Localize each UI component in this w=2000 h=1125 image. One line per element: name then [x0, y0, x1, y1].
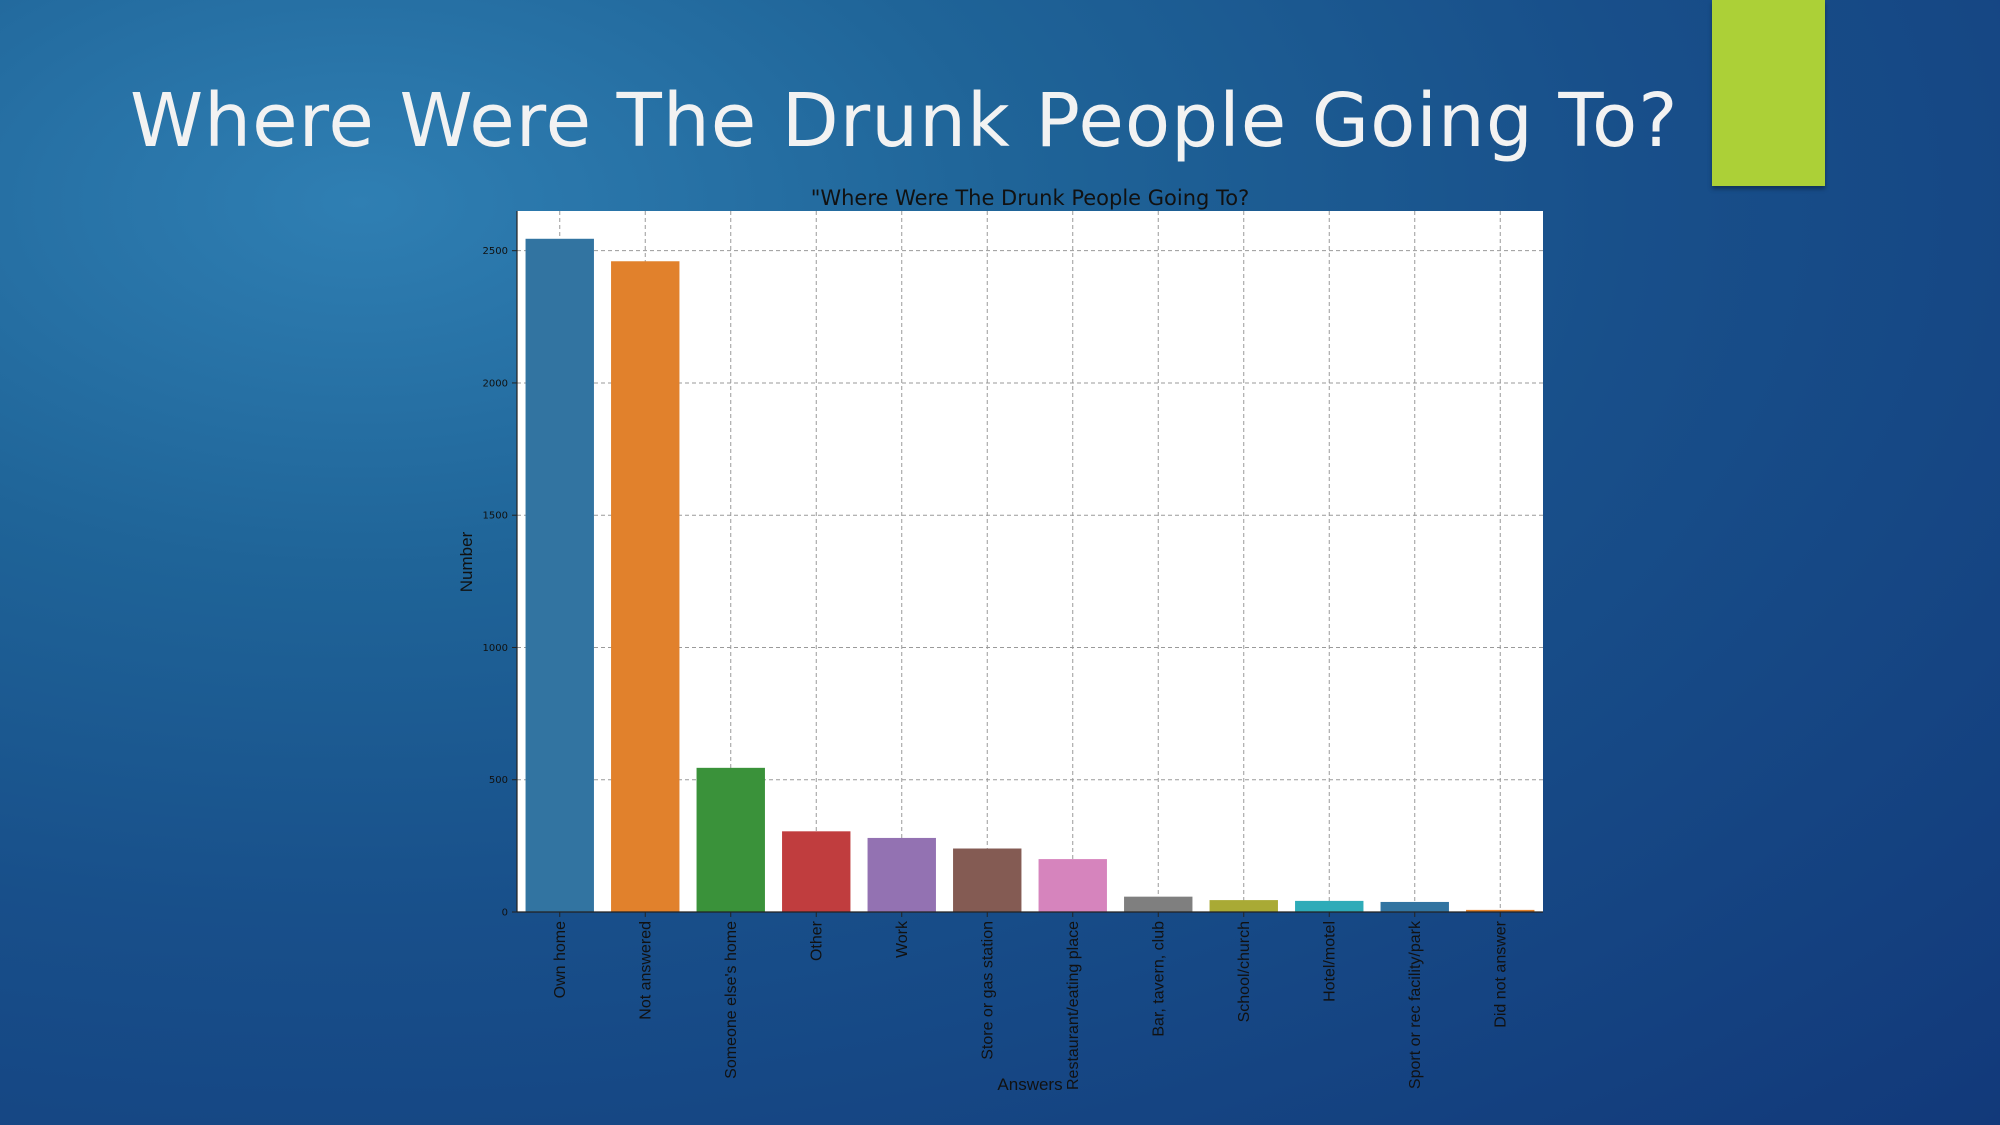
- x-tick-label: Someone else's home: [723, 921, 740, 1079]
- x-tick-label: Store or gas station: [979, 921, 996, 1060]
- bar: [1209, 900, 1278, 912]
- x-tick-label: Other: [808, 920, 825, 961]
- y-tick-label: 500: [489, 775, 508, 786]
- y-tick-labels: 0 500 1000 1500 2000 2500: [483, 246, 508, 918]
- y-axis-label: Number: [457, 531, 476, 592]
- x-tick-labels: Own home Not answered Someone else's home O…: [552, 920, 1510, 1090]
- bar-layer: [525, 238, 1535, 917]
- x-tick-label: Restaurant/eating place: [1065, 921, 1082, 1090]
- x-tick-label: School/church: [1236, 921, 1253, 1022]
- x-tick-label: Hotel/motel: [1321, 921, 1338, 1002]
- x-tick-label: Work: [894, 920, 911, 958]
- y-tick-label: 1000: [483, 643, 508, 654]
- plot-area: [517, 211, 1543, 912]
- bar: [525, 238, 594, 913]
- bar: [1038, 859, 1107, 912]
- bar: [1124, 896, 1193, 912]
- bar: [867, 837, 936, 912]
- bar: [1380, 901, 1449, 912]
- x-tick-label: Not answered: [637, 921, 654, 1020]
- x-tick-label: Did not answer: [1492, 920, 1509, 1027]
- x-tick-label: Bar, tavern, club: [1150, 921, 1167, 1037]
- y-tick-label: 2000: [483, 378, 508, 389]
- bar: [1295, 900, 1364, 912]
- x-tick-label: Sport or rec facility/park: [1407, 920, 1424, 1089]
- slide-title: Where Were The Drunk People Going To?: [130, 78, 1679, 164]
- accent-bar: [1712, 0, 1825, 186]
- y-tick-label: 1500: [483, 511, 508, 522]
- bar: [782, 831, 851, 912]
- bar: [953, 848, 1022, 912]
- y-tick-label: 2500: [483, 246, 508, 257]
- x-axis-label: Answers: [997, 1075, 1062, 1094]
- y-tick-label: 0: [502, 908, 508, 919]
- x-tick-label: Own home: [552, 921, 569, 998]
- bar: [611, 261, 680, 912]
- bar: [696, 767, 765, 912]
- bar: [1466, 909, 1535, 912]
- chart-title: "Where Were The Drunk People Going To?: [811, 186, 1250, 210]
